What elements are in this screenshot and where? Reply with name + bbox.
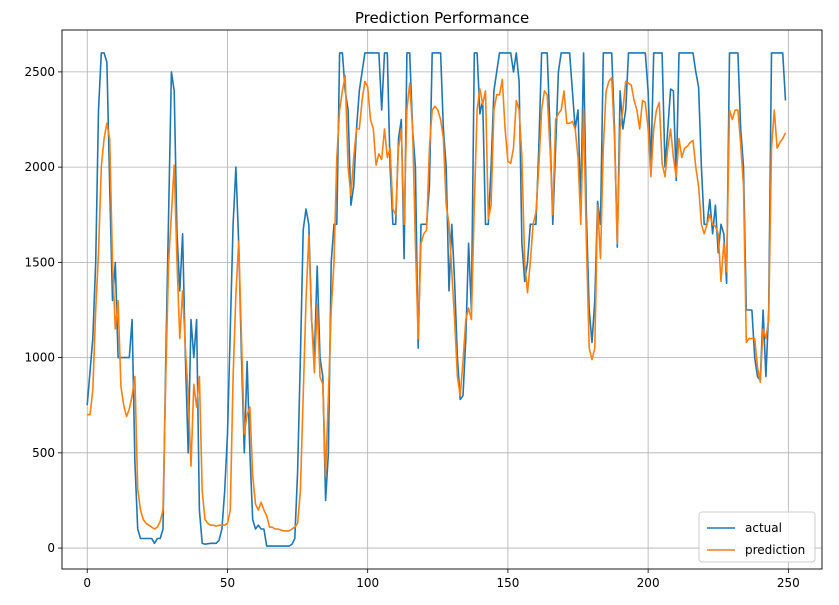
x-tick-label: 250: [777, 576, 800, 590]
series-layer: [86, 52, 787, 547]
series-line-actual: [86, 52, 787, 547]
x-axis-ticks: 0 50 100 150 200 250: [83, 569, 800, 590]
legend-label-prediction: prediction: [745, 543, 805, 557]
y-tick-label: 1500: [24, 255, 55, 269]
chart-title: Prediction Performance: [355, 9, 529, 27]
legend-label-actual: actual: [745, 521, 782, 535]
x-tick-label: 200: [637, 576, 660, 590]
y-tick-label: 500: [32, 446, 55, 460]
y-axis-ticks: 0 500 1000 1500 2000 2500: [24, 65, 62, 555]
x-tick-label: 50: [220, 576, 235, 590]
x-tick-label: 100: [356, 576, 379, 590]
y-tick-label: 2500: [24, 65, 55, 79]
plot-frame: [61, 29, 823, 570]
x-tick-label: 0: [83, 576, 91, 590]
y-tick-label: 0: [47, 541, 55, 555]
series-line-prediction: [87, 74, 787, 532]
x-tick-label: 150: [496, 576, 519, 590]
y-tick-label: 1000: [24, 351, 55, 365]
y-tick-label: 2000: [24, 160, 55, 174]
legend: actual prediction: [698, 511, 816, 563]
